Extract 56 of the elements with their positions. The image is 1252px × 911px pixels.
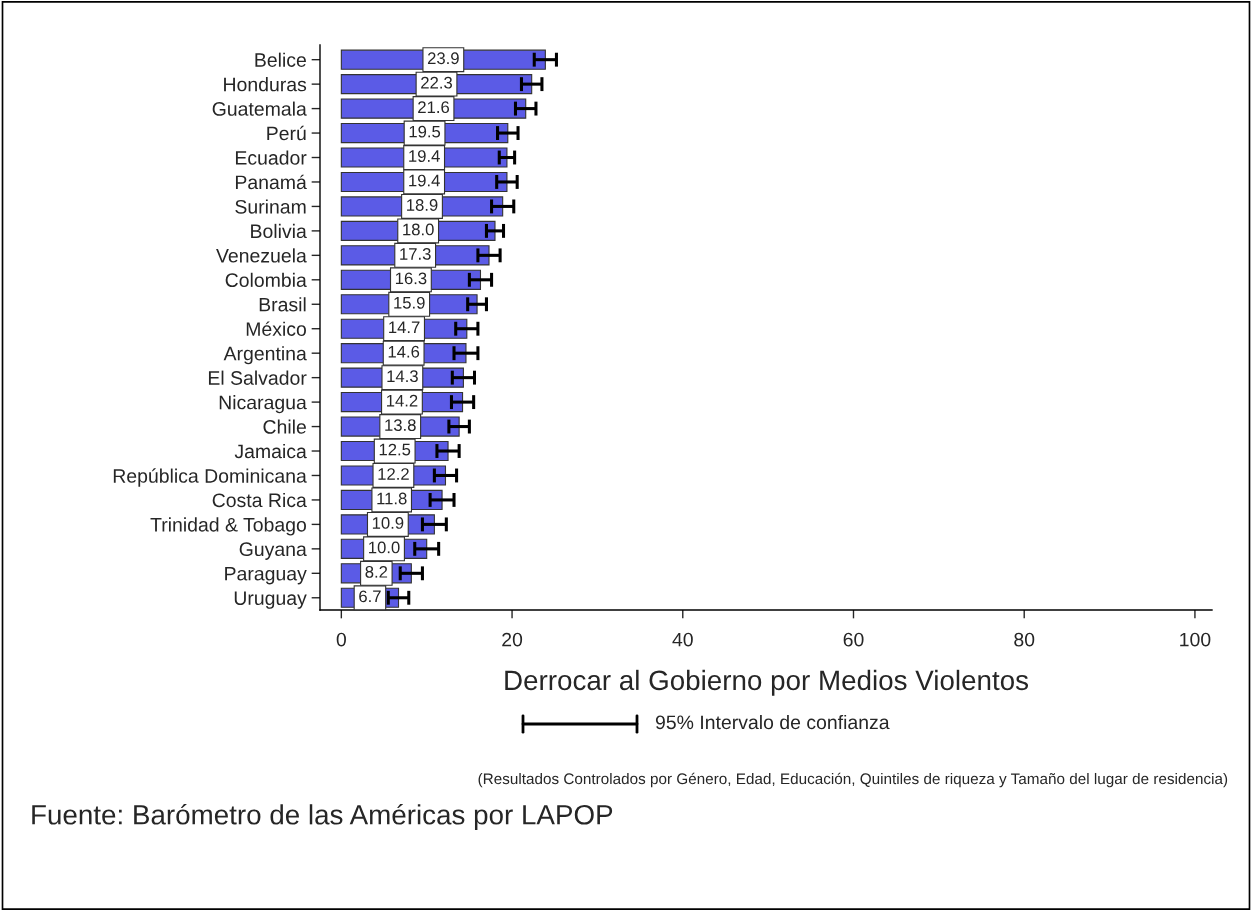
data-label: 19.5: [409, 125, 441, 138]
y-tick-label: Ecuador: [235, 150, 307, 165]
y-tick-label: Guyana: [239, 542, 307, 560]
data-label: 15.9: [394, 296, 425, 309]
y-tick-label: Panamá: [235, 174, 307, 190]
data-label: 18.9: [407, 199, 438, 211]
y-tick-label: Argentina: [223, 346, 307, 365]
y-tick-label: Honduras: [224, 77, 307, 92]
x-axis-title: Derrocar al Gobierno por Medios Violentos: [505, 669, 1029, 696]
data-label: 21.6: [418, 101, 450, 114]
y-tick-label: Guatemala: [212, 101, 307, 116]
data-label: 12.5: [379, 443, 411, 456]
data-label: 10.0: [369, 541, 400, 554]
data-label: 14.3: [387, 370, 418, 383]
text: (Resultados Controlados por Género, Edad, Educación, Quintiles de riqueza y Tamaño del lugar de residencia): [478, 772, 1228, 788]
y-tick-label: Surinam: [235, 199, 306, 214]
x-tick-label: 60: [843, 632, 864, 647]
y-tick-label: Nicaragua: [219, 395, 307, 414]
data-label: 14.2: [387, 394, 418, 407]
y-tick-label: Belice: [255, 52, 306, 67]
y-tick-label: Trinidad & Tobago: [150, 517, 306, 536]
y-tick-label: República Dominicana: [113, 468, 307, 487]
data-label: 8.2: [365, 565, 388, 578]
data-label: 11.8: [377, 492, 407, 505]
data-label: 19.4: [409, 174, 440, 187]
y-tick-label: Uruguay: [234, 591, 307, 609]
data-label: 16.3: [395, 272, 427, 285]
x-tick-label: 100: [1180, 632, 1211, 647]
y-tick-label: Bolivia: [251, 223, 307, 239]
x-tick-label: 20: [502, 632, 523, 647]
data-label: 12.2: [378, 468, 409, 480]
data-label: 14.6: [388, 345, 420, 358]
y-tick-label: Chile: [263, 419, 306, 434]
text: 95% Intervalo de confianza: [655, 714, 890, 730]
y-tick-label: Perú: [267, 125, 306, 141]
data-label: 19.4: [409, 150, 440, 162]
data-label: 6.7: [359, 590, 381, 603]
data-label: 22.3: [421, 76, 452, 89]
y-tick-label: Venezuela: [216, 248, 307, 263]
y-tick-label: Costa Rica: [212, 492, 307, 508]
y-tick-label: México: [246, 321, 306, 336]
x-tick-label: 0: [336, 632, 346, 647]
y-tick-label: Colombia: [225, 272, 307, 288]
y-tick-label: El Salvador: [208, 370, 307, 385]
data-label: 13.8: [385, 419, 416, 432]
x-tick-label: 40: [672, 632, 693, 647]
data-label: 17.3: [400, 248, 431, 260]
y-tick-label: Brasil: [259, 297, 306, 312]
y-tick-label: Jamaica: [234, 443, 307, 459]
data-label: 14.7: [389, 321, 420, 334]
data-label: 18.0: [403, 223, 434, 236]
x-tick-label: 80: [1014, 632, 1035, 647]
y-tick-label: Paraguay: [225, 566, 307, 585]
data-label: 23.9: [427, 52, 459, 65]
source-note: Fuente: Barómetro de las Américas por LAPOP: [32, 803, 613, 831]
data-label: 10.9: [372, 517, 404, 529]
